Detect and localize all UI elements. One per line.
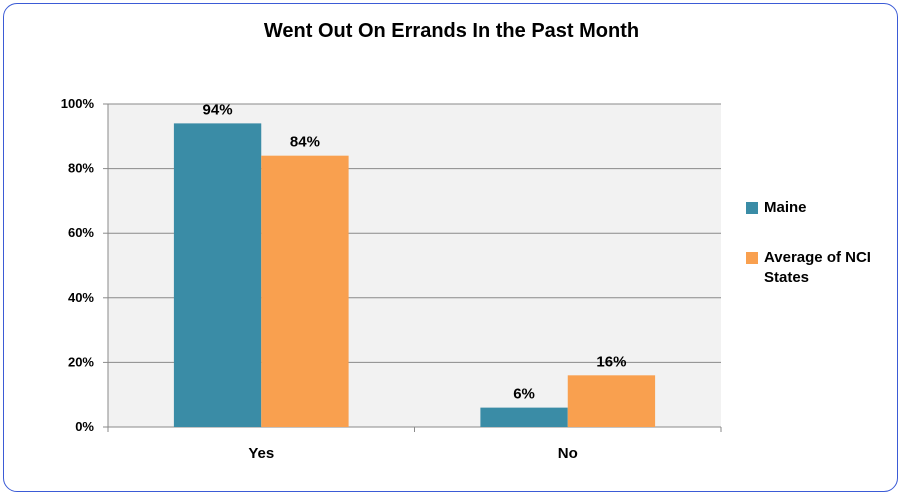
x-category-label: Yes [248, 445, 274, 462]
bar-maine-yes [173, 123, 262, 427]
bar-maine-no [480, 407, 568, 427]
bar-average-of-nci-states-no [567, 375, 656, 427]
legend-label-maine: Maine [764, 199, 807, 216]
y-tick-label: 60% [68, 225, 94, 240]
y-tick-label: 80% [68, 161, 94, 176]
data-label: 94% [203, 101, 233, 118]
legend: Maine Average of NCI States [746, 198, 896, 318]
legend-label-nci-average: Average of NCI States [764, 249, 871, 286]
x-category-label: No [558, 445, 578, 462]
legend-item-nci-average: Average of NCI States [746, 248, 896, 288]
y-tick-label: 100% [61, 96, 95, 111]
chart-title: Went Out On Errands In the Past Month [263, 20, 640, 42]
y-tick-label: 20% [68, 354, 94, 369]
bar-average-of-nci-states-yes [261, 155, 349, 427]
data-label: 6% [513, 386, 535, 403]
y-tick-label: 40% [68, 290, 94, 305]
legend-swatch-nci-average [746, 252, 758, 264]
legend-item-maine: Maine [746, 198, 896, 218]
data-label: 84% [290, 134, 320, 151]
legend-swatch-maine [746, 202, 758, 214]
y-tick-label: 0% [75, 419, 94, 434]
data-label: 16% [596, 353, 626, 370]
